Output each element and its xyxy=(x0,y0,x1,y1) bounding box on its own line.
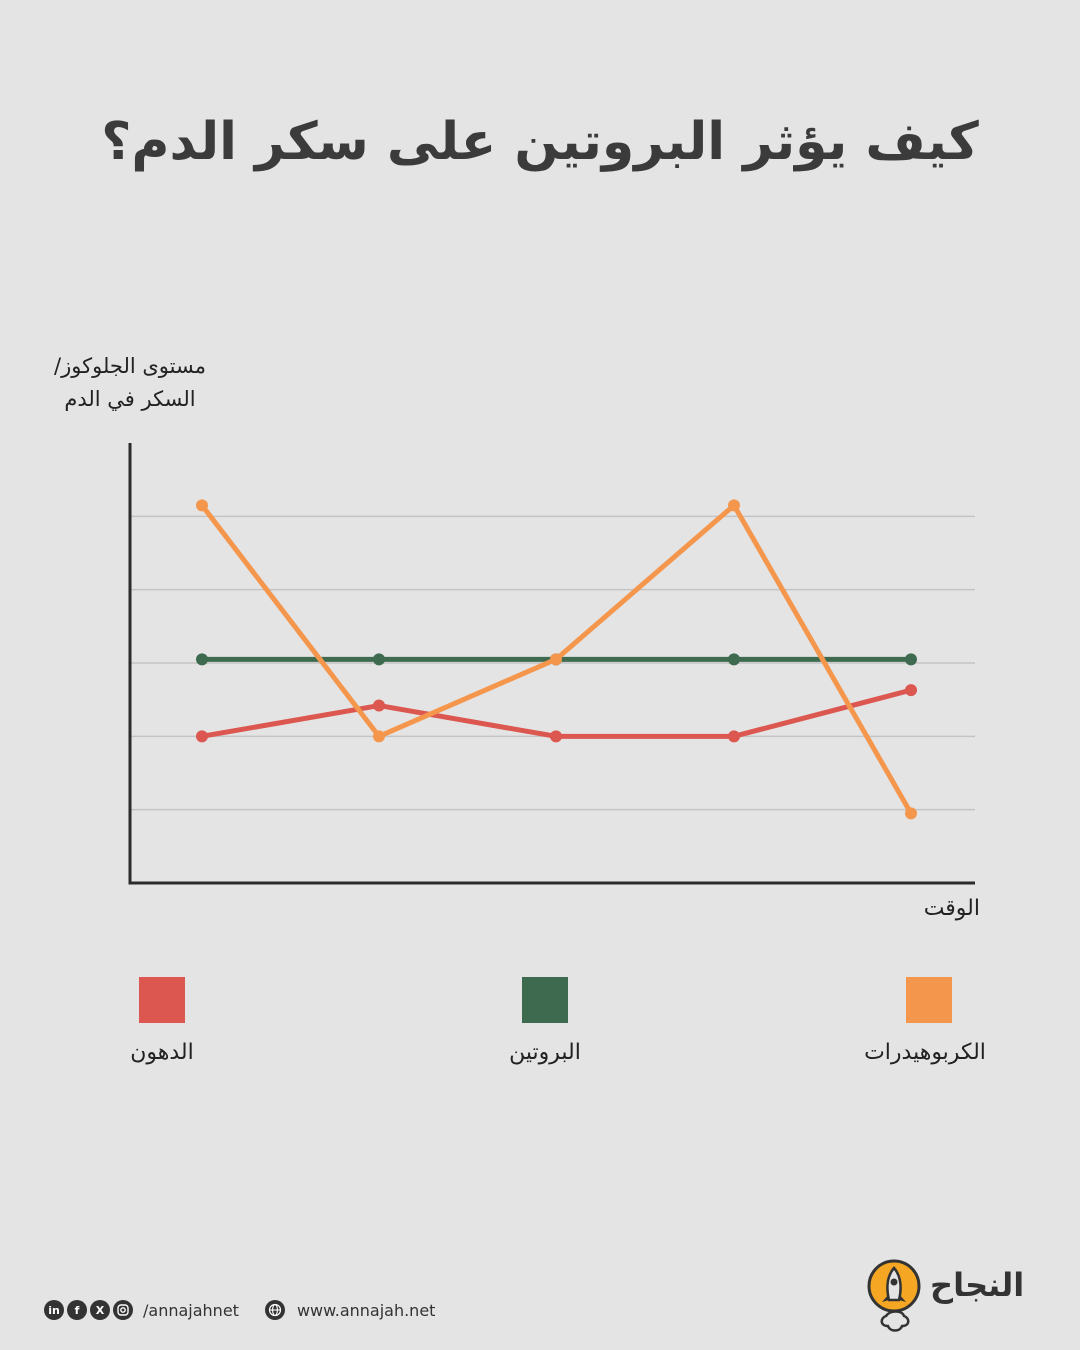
y-axis-label: مستوى الجلوكوز/ السكر في الدم xyxy=(40,350,220,416)
x-icon[interactable]: X xyxy=(90,1300,110,1320)
legend-label-fats: الدهون xyxy=(130,1040,194,1065)
page-title: كيف يؤثر البروتين على سكر الدم؟ xyxy=(101,112,979,172)
brand-logo: النجاح xyxy=(866,1258,1024,1334)
data-point xyxy=(905,684,917,697)
social-icons: in f X xyxy=(44,1300,133,1320)
social-handle[interactable]: /annajahnet xyxy=(143,1300,239,1320)
legend-swatch-protein xyxy=(522,977,568,1023)
legend-swatch-carbs xyxy=(906,977,952,1023)
data-point xyxy=(196,730,208,743)
footer: in f X /annajahnet www.annajah.net xyxy=(44,1296,435,1324)
data-point xyxy=(373,730,385,743)
series-line-3 xyxy=(201,687,912,739)
data-point xyxy=(373,699,385,712)
data-point xyxy=(905,807,917,820)
website-link[interactable]: www.annajah.net xyxy=(296,1300,436,1320)
data-point xyxy=(373,653,385,666)
data-point xyxy=(728,730,740,743)
facebook-icon[interactable]: f xyxy=(67,1300,87,1320)
legend-swatch-fats xyxy=(139,977,185,1023)
data-point xyxy=(550,653,562,666)
data-point xyxy=(905,653,917,666)
instagram-icon[interactable] xyxy=(113,1300,133,1320)
legend-label-carbs: الكربوهيدرات xyxy=(864,1040,986,1065)
y-axis-label-line-2: السكر في الدم xyxy=(64,387,196,411)
data-point xyxy=(728,653,740,666)
data-point xyxy=(550,730,562,743)
legend-label-protein: البروتين xyxy=(509,1040,581,1065)
x-axis-label: الوقت xyxy=(923,896,980,921)
globe-icon xyxy=(264,1300,285,1320)
linkedin-icon[interactable]: in xyxy=(44,1300,64,1320)
y-axis-label-line-1: مستوى الجلوكوز/ xyxy=(54,354,206,378)
rocket-icon xyxy=(867,1259,921,1332)
data-point xyxy=(196,499,208,512)
data-point xyxy=(196,653,208,666)
brand-name: النجاح xyxy=(930,1266,1025,1304)
data-point xyxy=(728,499,740,512)
